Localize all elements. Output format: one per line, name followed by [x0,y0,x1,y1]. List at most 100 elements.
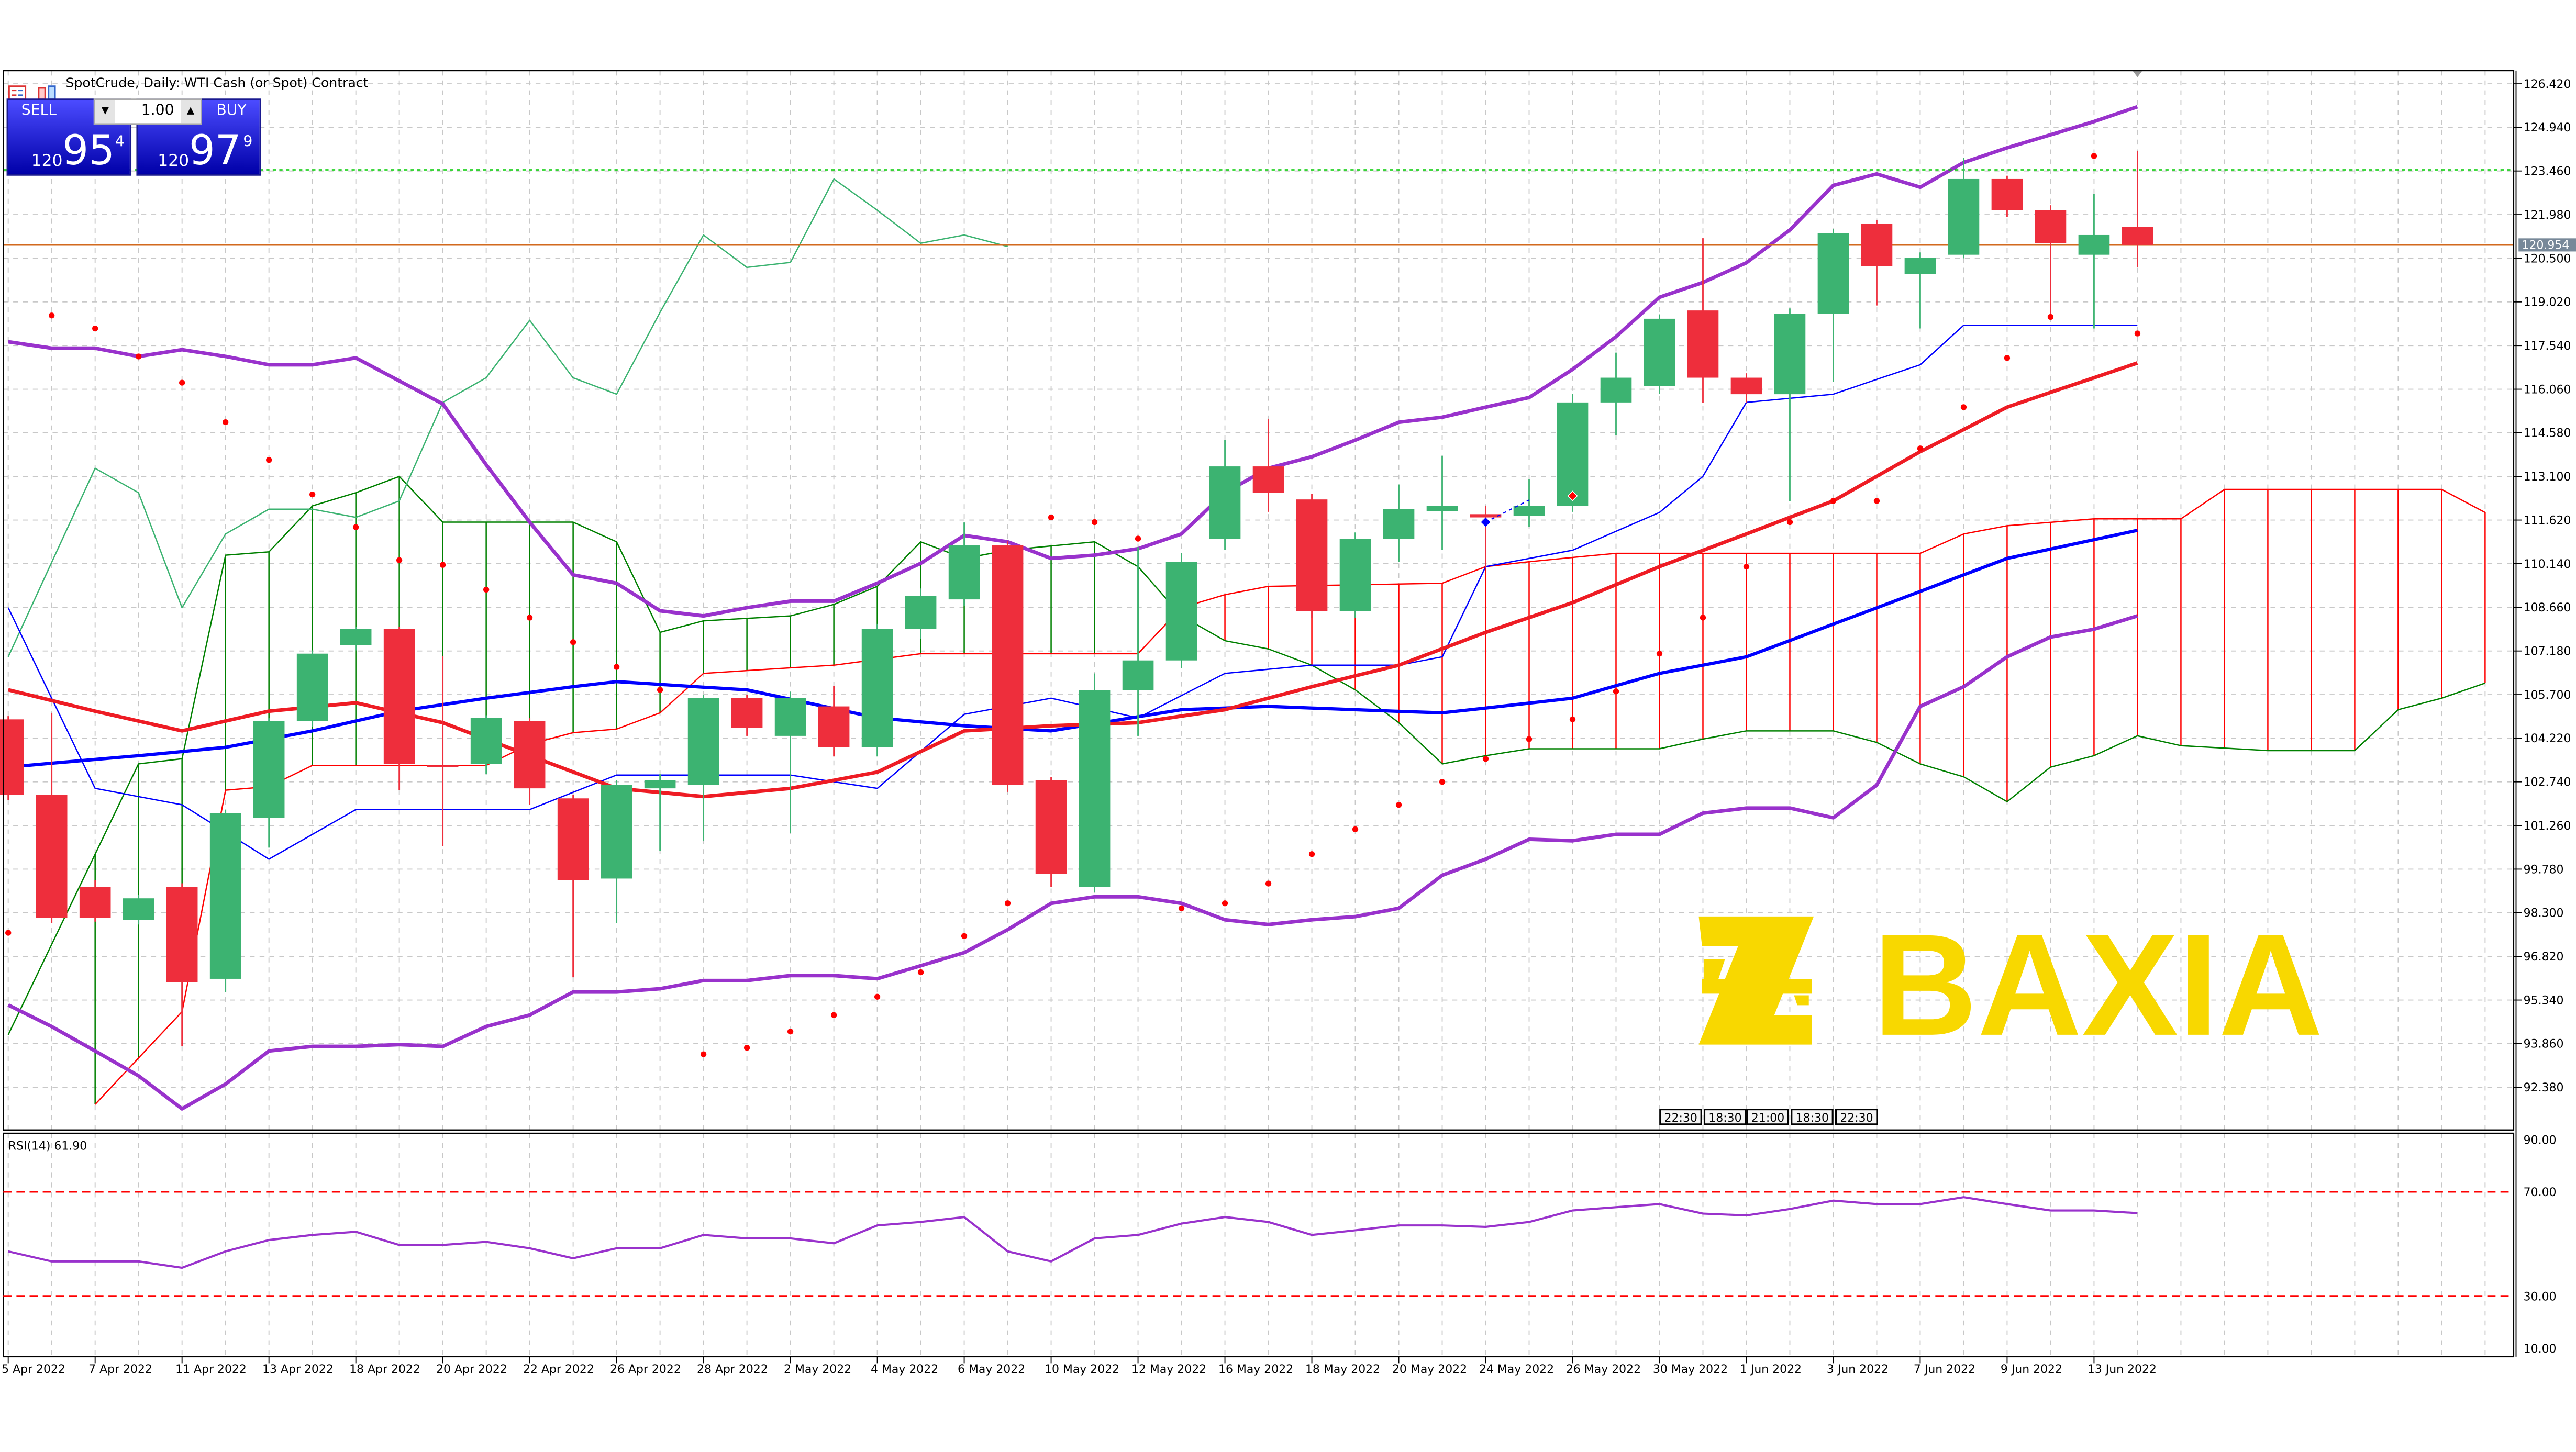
y-tick-label: 111.620 [2524,514,2571,527]
sar-dot [5,930,12,936]
sar-dot [657,687,663,693]
y-tick-label: 123.460 [2524,165,2571,178]
y-tick-label: 121.980 [2524,209,2571,222]
sar-dot [179,379,185,386]
y-tick-label: 117.540 [2524,340,2571,353]
sar-dot [700,1051,707,1057]
sar-dot [1004,900,1011,907]
x-tick-label: 20 Apr 2022 [436,1363,507,1376]
rsi-label: RSI(14) 61.90 [8,1140,87,1153]
x-tick-label: 22 Apr 2022 [523,1363,594,1376]
rsi-panel-frame [3,1132,2515,1358]
price-panel-frame [3,70,2515,1131]
sar-dot [1960,404,1967,410]
sar-dot [2047,314,2054,320]
candles [0,151,2153,1046]
candle-bearish [1687,310,1719,378]
chikou-span-line [7,178,1008,657]
candle-bullish [1079,690,1111,887]
one-click-trading-panel: SELL 120 95 4 ▼ 1.00 ▲ BUY 120 97 9 [6,98,263,177]
sar-dot [266,457,272,463]
rsi-y-tick-label: 70.00 [2524,1186,2557,1199]
senkou-span-b-line [7,476,2485,1035]
sar-dot [439,562,446,568]
candle-bullish [1904,258,1936,274]
y-tick-label: 116.060 [2524,383,2571,396]
rsi-panel: RSI(14) 61.90 [3,1140,2514,1297]
x-tick-label: 7 Jun 2022 [1914,1363,1975,1376]
baxia-logo: BAXIA [1698,904,2323,1066]
sell-price-pip: 4 [115,135,125,151]
candle-bullish [905,596,937,629]
sar-dot [1091,519,1098,526]
current-price-label: 120.954 [2522,239,2570,252]
volume-decrease-button[interactable]: ▼ [95,100,115,124]
sar-dot [1700,615,1706,621]
sar-dot [1569,716,1576,722]
sar-dot [396,557,403,563]
candle-bearish [731,698,763,728]
current-price-badge [2518,238,2576,252]
candle-bullish [1209,466,1241,539]
y-tick-label: 113.100 [2524,471,2571,484]
x-tick-label: 18 May 2022 [1305,1363,1380,1376]
sar-dot [1786,519,1793,526]
x-tick-label: 10 May 2022 [1045,1363,1119,1376]
candle-bullish [644,780,676,789]
candle-bearish [2035,210,2067,243]
x-tick-label: 16 May 2022 [1218,1363,1293,1376]
candle-bullish [1383,509,1415,539]
volume-input[interactable]: 1.00 [141,103,174,120]
candle-bearish [1470,514,1502,518]
buy-label: BUY [216,103,247,120]
y-tick-label: 105.700 [2524,689,2571,702]
x-tick-label: 13 Apr 2022 [262,1363,334,1376]
sar-dot [1482,756,1489,762]
bollinger-lower-line [7,614,2138,1111]
candle-bullish [340,629,372,645]
time-tag: 18:30 [1791,1109,1834,1125]
y-tick-label: 98.300 [2524,907,2564,920]
x-tick-label: 24 May 2022 [1479,1363,1554,1376]
y-tick-label: 93.860 [2524,1038,2564,1051]
y-tick-label: 104.220 [2524,732,2571,745]
buy-price-prefix: 120 [158,152,190,171]
candle-bullish [861,629,893,747]
candle-bullish [1557,402,1589,506]
x-tick-label: 1 Jun 2022 [1740,1363,1802,1376]
y-tick-label: 120.500 [2524,252,2571,265]
sar-dot [1395,802,1402,808]
volume-increase-button[interactable]: ▲ [181,100,201,124]
y-tick-label: 95.340 [2524,994,2564,1007]
candle-bullish [470,718,502,764]
moving-average-blue-line [8,529,2138,769]
sar-dot [223,419,229,426]
candle-bullish [1165,562,1197,661]
x-tick-label: 7 Apr 2022 [88,1363,152,1376]
candle-bearish [2122,227,2153,245]
x-tick-label: 26 Apr 2022 [610,1363,681,1376]
sar-dot [1526,736,1533,742]
sar-dot [1830,498,1837,504]
sar-dot [2004,355,2011,361]
rsi-y-tick-label: 30.00 [2524,1290,2557,1303]
sar-dot [961,933,968,939]
candle-bullish [687,698,719,785]
tenkan-sen-line [7,325,2138,860]
sar-dot [830,1012,837,1018]
y-tick-label: 114.580 [2524,427,2571,440]
chart-properties-icon[interactable] [38,75,56,100]
sell-label: SELL [21,103,57,120]
volume-stepper[interactable]: ▼ 1.00 ▲ [93,98,202,125]
sar-dot [136,353,142,360]
candle-bullish [123,898,154,920]
sar-dot [613,664,620,670]
trade-entry-marker-icon [1481,517,1491,527]
time-tag: 22:30 [1659,1109,1703,1125]
candle-bearish [514,721,546,789]
candle-bullish [2078,234,2110,255]
market-watch-icon[interactable] [8,75,27,100]
chart-frame [3,70,2517,1358]
